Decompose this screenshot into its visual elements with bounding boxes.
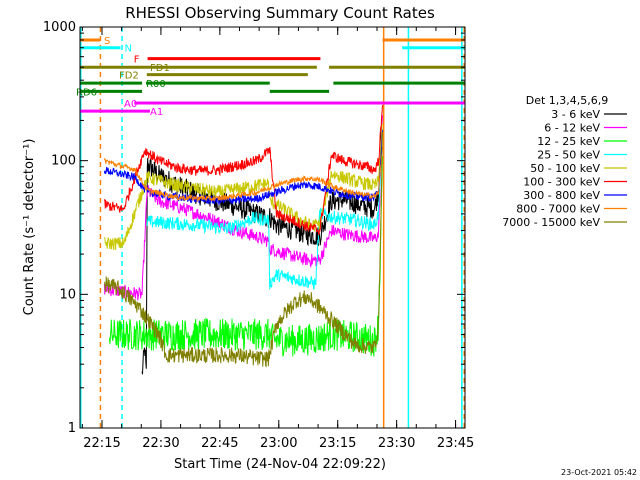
legend-label: 50 - 100 keV <box>530 162 600 175</box>
y-tick-label: 1000 <box>43 20 76 35</box>
x-tick-label: 22:45 <box>201 436 238 451</box>
axes: 1 10 100 1000 22:15 22:30 22:45 23:00 23:15 23:30… <box>43 20 474 451</box>
x-axis-label: Start Time (24-Nov-04 22:09:22) <box>174 457 386 472</box>
x-tick-label: 22:15 <box>83 436 120 451</box>
flag-label-fd2: FD2 <box>119 71 139 82</box>
legend-label: 12 - 25 keV <box>537 135 600 148</box>
series-line-6 <box>103 105 383 236</box>
chart-title: RHESSI Observing Summary Count Rates <box>125 4 435 22</box>
flag-label-s: S <box>104 36 110 47</box>
flag-label-a0: A0 <box>124 99 137 110</box>
series-line-4 <box>146 128 383 290</box>
flag-bars: S NF FD1 FD2 R00 RD6 A0 A1 <box>76 36 465 118</box>
legend-label: 300 - 800 keV <box>523 189 600 202</box>
footer-date: 23-Oct-2021 05:42 <box>561 468 637 477</box>
flag-label-r00: R00 <box>146 79 166 90</box>
flag-label-fd1: FD1 <box>150 63 170 74</box>
legend-label: 7000 - 15000 keV <box>502 216 600 229</box>
x-tick-label: 23:30 <box>378 436 415 451</box>
x-tick-label: 23:15 <box>319 436 356 451</box>
flag-label-n: N <box>124 44 131 55</box>
vertical-markers <box>80 27 465 428</box>
y-tick-label: 10 <box>59 287 76 302</box>
legend-label: 800 - 7000 keV <box>516 203 600 216</box>
legend-label: 3 - 6 keV <box>551 108 600 121</box>
y-tick-label: 100 <box>51 154 76 169</box>
legend-title: Det 1,3,4,5,6,9 <box>526 94 609 107</box>
x-tick-label: 23:00 <box>260 436 297 451</box>
legend-label: 6 - 12 keV <box>544 122 600 135</box>
legend-label: 100 - 300 keV <box>523 176 600 189</box>
y-tick-label: 1 <box>68 421 76 436</box>
legend-label: 25 - 50 keV <box>537 149 600 162</box>
x-tick-label: 23:45 <box>437 436 474 451</box>
series-line-3 <box>109 156 383 357</box>
flag-label-f: F <box>134 55 140 66</box>
y-axis-label: Count Rate (s⁻¹ detector⁻¹) <box>22 139 37 316</box>
plot-frame <box>79 26 466 429</box>
series-line-9 <box>103 131 383 368</box>
x-tick-label: 22:30 <box>142 436 179 451</box>
flag-label-rd6: RD6 <box>76 87 97 98</box>
flag-label-a1: A1 <box>150 107 163 118</box>
data-series <box>103 105 383 375</box>
series-line-8 <box>103 146 383 203</box>
